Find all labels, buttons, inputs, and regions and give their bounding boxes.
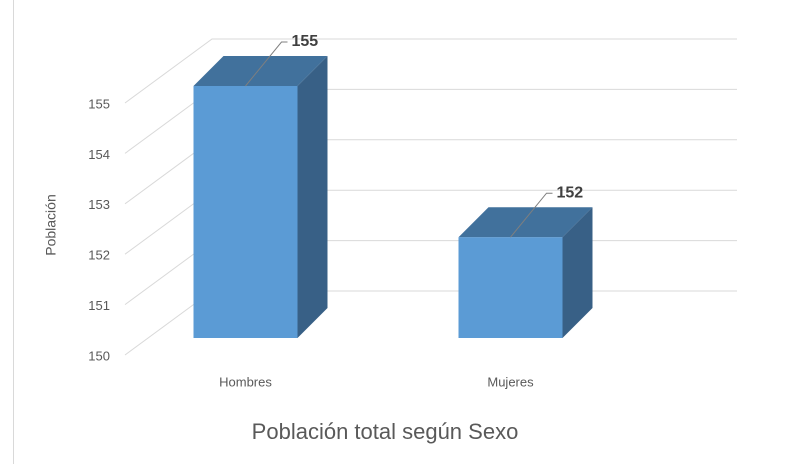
y-tick-label: 152 <box>88 248 110 263</box>
bar <box>194 86 298 338</box>
x-tick-label: Mujeres <box>487 374 534 389</box>
bar <box>459 237 563 338</box>
y-axis-title: Población <box>43 194 59 256</box>
data-label: 155 <box>292 33 319 50</box>
x-tick-label: Hombres <box>219 374 272 389</box>
chart-title: Población total según Sexo <box>252 419 519 444</box>
y-tick-label: 151 <box>88 298 110 313</box>
y-tick-label: 153 <box>88 197 110 212</box>
y-tick-label: 155 <box>88 96 110 111</box>
y-tick-label: 154 <box>88 147 110 162</box>
bar-side <box>298 56 328 338</box>
data-label: 152 <box>557 184 584 201</box>
chart-border <box>14 0 788 464</box>
y-tick-label: 150 <box>88 348 110 363</box>
